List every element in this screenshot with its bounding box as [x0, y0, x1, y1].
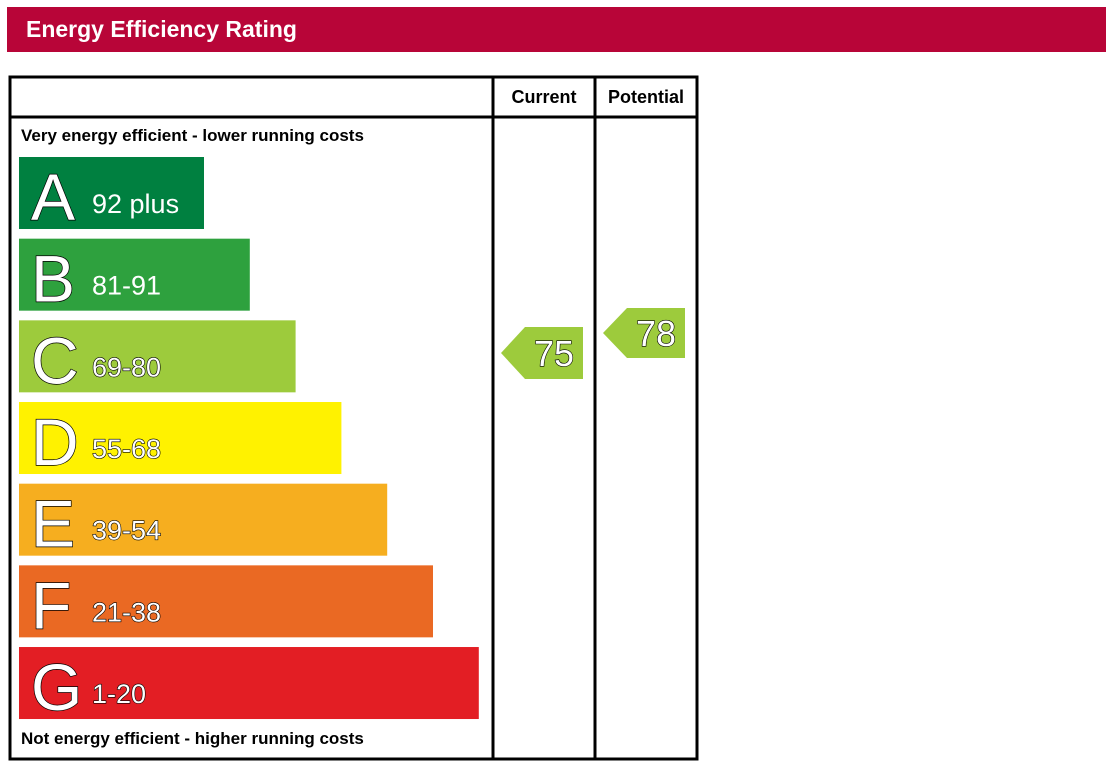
band-bar-b: [19, 238, 250, 311]
current-rating: 75: [501, 327, 583, 379]
column-header-potential: Potential: [608, 87, 684, 107]
rating-markers: 75 78: [501, 308, 685, 379]
bottom-caption: Not energy efficient - higher running co…: [21, 729, 364, 748]
band-letter-f: F: [31, 568, 71, 642]
band-letter-b: B: [31, 242, 75, 316]
band-bar-c: [19, 320, 296, 393]
band-bar-g: [19, 647, 479, 720]
band-b: B 81-91: [19, 238, 250, 316]
band-range-a: 92 plus: [92, 189, 179, 219]
band-bar-e: [19, 483, 388, 556]
rating-bands: A 92 plus B 81-91 C 69-80 D 55-68 E 39-54 F 21-38 G 1…: [19, 157, 479, 725]
chart-frame: [8, 75, 699, 761]
potential-rating: 78: [603, 308, 685, 358]
band-letter-e: E: [31, 487, 75, 561]
frame-border: [8, 75, 699, 761]
current-rating-arrow: [501, 327, 583, 379]
band-e: E 39-54: [19, 483, 388, 561]
potential-rating-arrow: [603, 308, 685, 358]
band-a: A 92 plus: [19, 157, 204, 235]
band-range-b: 81-91: [92, 271, 161, 301]
column-header-current: Current: [511, 87, 576, 107]
page-title: Energy Efficiency Rating: [26, 16, 297, 42]
band-letter-c: C: [31, 323, 79, 397]
current-rating-value: 75: [534, 333, 574, 374]
band-c: C 69-80: [19, 320, 296, 398]
potential-rating-value: 78: [636, 313, 676, 354]
band-letter-d: D: [31, 405, 79, 479]
band-range-f: 21-38: [92, 597, 161, 627]
band-range-d: 55-68: [92, 434, 161, 464]
band-range-e: 39-54: [92, 516, 161, 546]
top-caption: Very energy efficient - lower running co…: [21, 126, 364, 145]
band-f: F 21-38: [19, 565, 433, 643]
band-bar-d: [19, 402, 342, 475]
band-letter-a: A: [31, 160, 75, 234]
band-range-c: 69-80: [92, 352, 161, 382]
band-letter-g: G: [31, 650, 82, 724]
header-bar: Energy Efficiency Rating: [7, 7, 1106, 52]
band-g: G 1-20: [19, 647, 479, 725]
band-bar-a: [19, 157, 204, 229]
band-d: D 55-68: [19, 402, 342, 480]
band-bar-f: [19, 565, 433, 638]
band-range-g: 1-20: [92, 679, 146, 709]
